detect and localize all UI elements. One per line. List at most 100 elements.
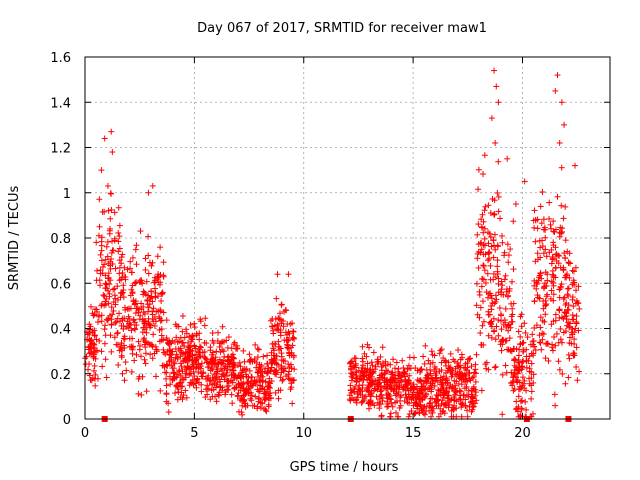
data-point <box>499 337 506 344</box>
data-point <box>238 380 245 387</box>
data-point <box>437 347 444 354</box>
data-point <box>448 396 455 403</box>
data-point <box>143 278 150 285</box>
data-point <box>168 351 175 358</box>
data-point <box>275 387 282 394</box>
data-point <box>501 276 508 283</box>
data-point <box>494 242 501 249</box>
data-point <box>95 232 102 239</box>
data-point <box>149 342 156 349</box>
data-point <box>133 261 140 268</box>
data-point <box>156 338 163 345</box>
data-point <box>534 225 541 232</box>
data-point <box>104 275 111 282</box>
data-point <box>518 363 525 370</box>
data-point <box>452 365 459 372</box>
data-point <box>495 316 502 323</box>
data-point <box>465 370 472 377</box>
data-point <box>473 397 480 404</box>
data-point <box>450 356 457 363</box>
data-point <box>160 309 167 316</box>
data-point <box>92 382 99 389</box>
data-point <box>158 332 165 339</box>
data-point <box>115 229 122 236</box>
data-point <box>186 353 193 360</box>
data-point <box>407 365 414 372</box>
data-point <box>540 226 547 233</box>
data-point <box>231 385 238 392</box>
data-point <box>364 385 371 392</box>
data-point <box>482 203 489 210</box>
data-point <box>173 374 180 381</box>
data-point <box>488 306 495 313</box>
data-point <box>91 362 98 369</box>
data-point <box>359 388 366 395</box>
data-point <box>490 254 497 261</box>
data-point <box>128 269 135 276</box>
data-point <box>498 286 505 293</box>
data-point <box>423 391 430 398</box>
data-point <box>405 380 412 387</box>
data-point <box>491 327 498 334</box>
data-point <box>236 359 243 366</box>
data-point <box>538 275 545 282</box>
data-point <box>97 270 104 277</box>
data-point <box>541 318 548 325</box>
data-point <box>222 363 229 370</box>
data-point <box>509 318 516 325</box>
data-point <box>256 361 263 368</box>
data-point <box>276 310 283 317</box>
data-point <box>179 328 186 335</box>
data-point <box>497 311 504 318</box>
data-point <box>145 270 152 277</box>
data-point <box>280 318 287 325</box>
data-point <box>157 387 164 394</box>
data-point <box>108 348 115 355</box>
data-point <box>558 281 565 288</box>
x-axis-label: GPS time / hours <box>290 460 399 475</box>
data-point <box>210 356 217 363</box>
data-point <box>537 339 544 346</box>
y-tick-label: 0.2 <box>50 368 71 383</box>
data-point <box>102 280 109 287</box>
data-point <box>146 259 153 266</box>
data-point <box>131 357 138 364</box>
data-point <box>234 392 241 399</box>
data-point <box>430 376 437 383</box>
data-point <box>475 221 482 228</box>
data-point <box>111 334 118 341</box>
data-point <box>400 369 407 376</box>
data-point <box>104 253 111 260</box>
data-point <box>559 370 566 377</box>
data-point <box>395 372 402 379</box>
data-point <box>510 345 517 352</box>
data-point <box>195 361 202 368</box>
data-point <box>548 260 555 267</box>
data-point <box>478 387 485 394</box>
data-point <box>575 283 582 290</box>
data-point <box>488 243 495 250</box>
data-point <box>350 396 357 403</box>
data-point <box>376 374 383 381</box>
data-point <box>213 374 220 381</box>
data-point <box>136 346 143 353</box>
data-point <box>259 385 266 392</box>
data-point <box>227 359 234 366</box>
data-point <box>243 379 250 386</box>
data-point <box>554 72 561 79</box>
data-point <box>433 402 440 409</box>
data-point <box>282 365 289 372</box>
data-point <box>531 224 538 231</box>
data-point <box>520 347 527 354</box>
data-point <box>223 373 230 380</box>
data-point <box>128 286 135 293</box>
data-point <box>142 344 149 351</box>
data-point <box>271 322 278 329</box>
data-point <box>240 347 247 354</box>
data-point <box>473 302 480 309</box>
data-point <box>246 367 253 374</box>
data-point <box>174 384 181 391</box>
data-point <box>142 360 149 367</box>
data-point <box>113 318 120 325</box>
data-point <box>172 355 179 362</box>
